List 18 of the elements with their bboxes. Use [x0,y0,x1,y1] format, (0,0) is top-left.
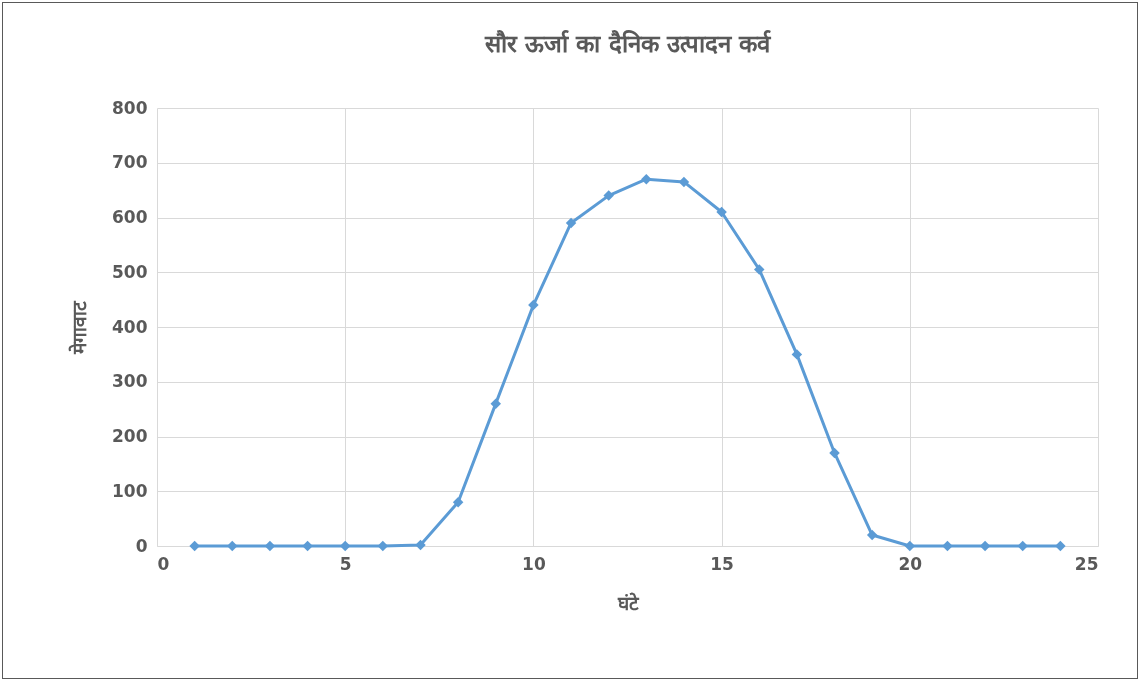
x-tick-label: 20 [898,553,923,574]
y-tick-label: 500 [112,261,148,282]
y-tick-label: 700 [112,152,148,173]
chart-title: सौर ऊर्जा का दैनिक उत्पादन कर्व [483,30,773,58]
x-axis-title: घंटे [616,591,640,614]
y-tick-label: 800 [112,97,148,118]
y-tick-label: 0 [135,535,148,556]
x-tick-label: 0 [157,553,170,574]
y-tick-label: 200 [112,426,148,446]
y-tick-label: 400 [112,316,148,337]
x-tick-label: 5 [339,553,352,574]
x-tick-label: 10 [522,553,546,574]
x-tick-label: 15 [710,553,734,574]
y-tick-label: 300 [112,371,148,392]
y-tick-label: 100 [112,480,148,501]
y-tick-label: 600 [112,207,148,227]
y-axis-title: मेगावाट [68,300,91,355]
x-tick-label: 25 [1074,553,1099,574]
